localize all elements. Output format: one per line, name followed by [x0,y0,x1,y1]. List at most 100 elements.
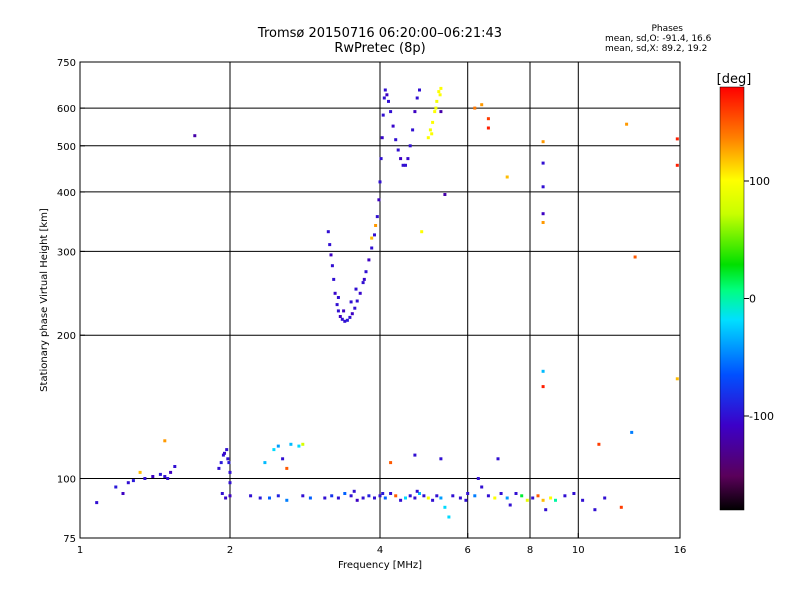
y-tick-label: 300 [57,247,76,258]
data-point [675,377,679,381]
data-point [377,198,381,202]
data-point [572,492,576,495]
data-point [389,492,393,495]
data-point [439,457,443,461]
data-point [508,503,512,507]
data-point [493,496,497,500]
data-point [630,430,634,434]
data-point [486,494,490,498]
data-point [228,470,232,474]
data-point [597,442,601,446]
data-point [326,230,330,234]
colorbar-label: [deg] [717,72,752,87]
data-point [387,99,390,103]
data-point [633,255,637,259]
data-point [451,494,455,498]
data-point [389,110,393,114]
data-point [476,477,480,480]
data-point [276,444,280,448]
data-point [413,453,417,457]
data-point [389,461,393,465]
data-point [343,319,347,323]
data-point [520,494,524,498]
data-point [367,494,371,498]
data-point [173,465,177,468]
data-point [581,498,585,502]
data-point [381,492,385,495]
x-tick-label: 6 [465,545,471,556]
data-point [404,496,407,500]
data-point [281,457,285,461]
data-point [433,110,437,114]
data-point [505,496,509,500]
data-point [382,96,386,100]
data-point [349,494,353,498]
data-point [426,136,430,140]
x-tick-label: 1 [77,545,83,556]
data-point [434,106,438,110]
data-point [541,140,545,144]
data-point [349,300,353,304]
data-point [439,86,443,90]
data-point [163,439,167,443]
y-tick-label: 100 [57,475,76,486]
data-point [394,138,398,142]
data-point [411,128,415,132]
data-point [163,475,167,478]
y-tick-labels: 75 100 200 300 400 500 600 750 [57,58,85,545]
data-point [435,494,439,498]
data-point [431,120,435,124]
data-point [227,461,231,465]
data-point [336,296,340,299]
data-point [486,126,490,130]
data-point [285,466,289,470]
data-point [301,494,305,498]
data-point [373,496,376,500]
data-point [480,485,484,489]
data-point [364,270,368,274]
data-point [418,88,421,92]
data-point [342,309,346,313]
data-point [258,496,262,500]
data-point [358,291,362,295]
data-point [352,489,356,493]
data-point [276,494,280,498]
chart-title-line2: RwPretec (8p) [334,41,426,56]
colorbar-ticks: 100 0 -100 [744,175,774,423]
data-point [217,466,221,470]
data-point [340,317,344,321]
data-point [563,494,567,498]
data-point [228,481,232,485]
data-point [431,498,435,502]
data-point [375,215,379,219]
x-tick-label: 8 [527,545,533,556]
data-point [464,498,468,502]
data-point [354,287,358,291]
plot-grid [80,62,680,538]
data-point [343,492,347,495]
data-point [447,515,451,519]
data-point [413,496,417,500]
data-point [430,132,434,136]
data-point [143,477,147,480]
data-point [323,496,327,500]
data-point [353,306,357,310]
x-axis-label: Frequency [MHz] [338,560,422,571]
data-point [385,93,389,97]
data-point [383,496,387,500]
data-point [249,494,253,498]
data-point [541,212,545,216]
phase-stats-x: mean, sd,X: 89.2, 19.2 [605,44,708,54]
data-point [593,508,597,512]
data-point [151,475,155,478]
data-point [541,369,545,373]
data-point [544,508,548,512]
data-point [297,444,301,448]
data-point [221,453,225,457]
data-point [219,461,223,465]
data-point [399,498,403,502]
data-point [420,230,424,234]
data-point [169,470,173,474]
data-point [378,180,382,184]
data-point [285,498,289,502]
